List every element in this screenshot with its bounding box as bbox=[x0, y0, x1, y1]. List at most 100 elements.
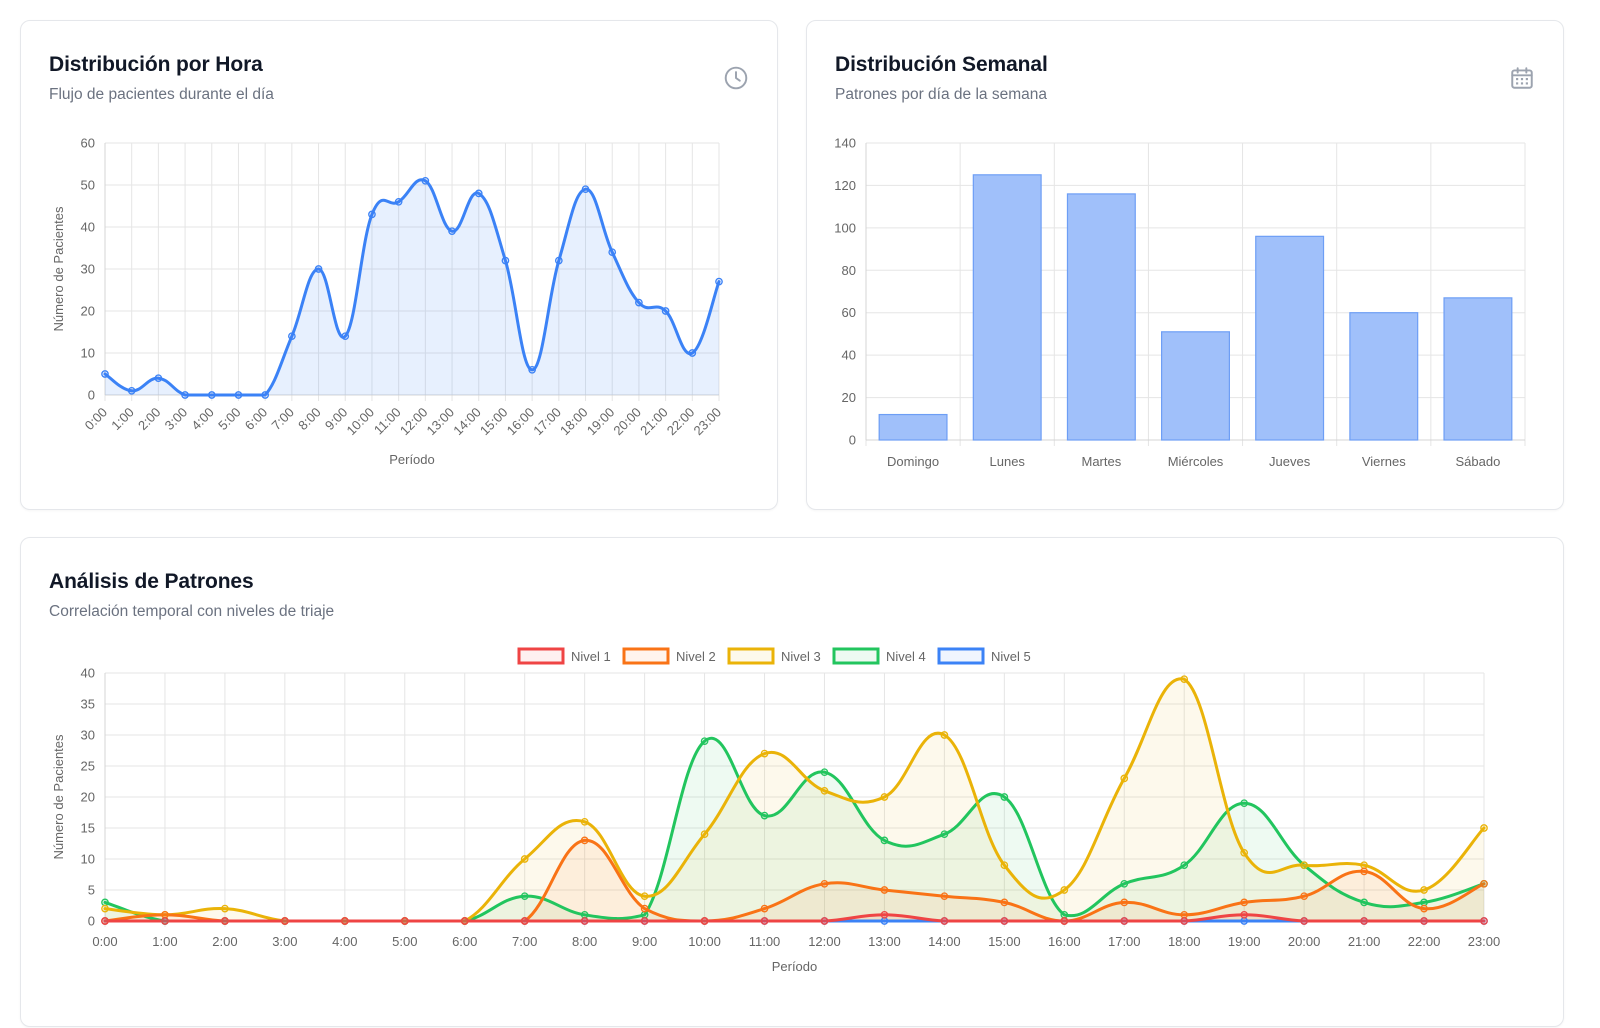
legend-item[interactable]: Nivel 2 bbox=[622, 647, 716, 665]
series-lines bbox=[103, 677, 1486, 923]
nivel-2-point bbox=[820, 879, 829, 888]
nivel-1-point bbox=[400, 917, 409, 925]
series-line bbox=[103, 178, 721, 397]
series-point bbox=[314, 265, 323, 273]
x-tick-label: 2:00 bbox=[212, 934, 237, 949]
nivel-2-point bbox=[1180, 910, 1189, 919]
series-points bbox=[101, 176, 723, 399]
x-tick-label: 7:00 bbox=[268, 405, 297, 434]
legend-item[interactable]: Nivel 1 bbox=[517, 647, 611, 665]
x-tick-label: 23:00 bbox=[691, 405, 725, 439]
hourly-line-chart[interactable]: 0 10 20 30 40 50 60 Número de Pacientes 0:001:00… bbox=[21, 21, 779, 511]
y-tick-label: 10 bbox=[81, 852, 95, 867]
x-tick-label: 1:00 bbox=[152, 934, 177, 949]
x-tick-label: 11:00 bbox=[749, 934, 781, 949]
y-axis-label: Número de Pacientes bbox=[51, 734, 66, 860]
y-tick-label: 0 bbox=[849, 433, 856, 448]
y-tick-label: 80 bbox=[842, 263, 856, 278]
legend-item[interactable]: Nivel 5 bbox=[937, 647, 1031, 665]
nivel-3-point bbox=[1240, 848, 1249, 857]
series-point bbox=[528, 365, 536, 374]
nivel-3-point bbox=[1420, 886, 1428, 894]
series-point bbox=[501, 256, 510, 265]
card-subtitle: Patrones por día de la semana bbox=[835, 86, 1047, 103]
x-tick-label: 21:00 bbox=[1348, 934, 1381, 949]
x-tick-label: 2:00 bbox=[135, 405, 164, 434]
bar-miércoles bbox=[1161, 331, 1230, 441]
legend-item[interactable]: Nivel 3 bbox=[727, 647, 821, 665]
x-tick-label: 4:00 bbox=[332, 934, 357, 949]
x-tick-label: 22:00 bbox=[664, 405, 698, 439]
nivel-1-point bbox=[940, 917, 949, 925]
nivel-3-point bbox=[1180, 675, 1189, 684]
weekly-bar-chart[interactable]: 0 20 40 60 80 100 120 140 Domingo Lunes Martes Miér… bbox=[807, 21, 1565, 511]
nivel-1-point bbox=[1480, 917, 1488, 925]
clock-icon[interactable] bbox=[723, 65, 749, 91]
nivel-2-point bbox=[640, 904, 649, 913]
series-point bbox=[394, 197, 403, 206]
nivel-1-line bbox=[103, 913, 1486, 923]
nivel-3-point bbox=[580, 817, 589, 826]
nivel-2-point bbox=[1360, 867, 1368, 876]
legend-label: Nivel 1 bbox=[571, 649, 611, 664]
y-axis-label: Número de Pacientes bbox=[51, 206, 66, 332]
bar-martes bbox=[1066, 193, 1136, 441]
x-tick-label: 16:00 bbox=[1048, 934, 1081, 949]
bar-domingo bbox=[878, 413, 948, 441]
y-tick-label: 40 bbox=[81, 220, 95, 235]
x-tick-label: 0:00 bbox=[92, 934, 117, 949]
x-tick-label: 21:00 bbox=[637, 405, 671, 439]
y-tick-label: 15 bbox=[81, 821, 95, 836]
nivel-4-point bbox=[640, 910, 649, 919]
x-tick-label: Domingo bbox=[887, 454, 939, 469]
nivel-3-point bbox=[520, 855, 529, 863]
series-area bbox=[105, 179, 719, 395]
calendar-icon[interactable] bbox=[1509, 65, 1535, 91]
y-tick-label: 35 bbox=[81, 697, 95, 712]
nivel-1-point bbox=[580, 917, 589, 925]
series-point bbox=[261, 391, 270, 399]
nivel-1-point bbox=[520, 917, 529, 925]
y-tick-label: 20 bbox=[842, 390, 856, 405]
legend-item[interactable]: Nivel 4 bbox=[832, 647, 926, 665]
bar-viernes bbox=[1349, 312, 1419, 441]
x-tick-label: 13:00 bbox=[424, 405, 458, 439]
nivel-1-point bbox=[1180, 917, 1189, 925]
nivel-2-point bbox=[580, 836, 589, 845]
nivel-5-point bbox=[880, 917, 889, 925]
series-fills bbox=[105, 179, 719, 395]
y-tick-label: 60 bbox=[842, 305, 856, 320]
series-point bbox=[101, 370, 109, 378]
nivel-2-area bbox=[105, 840, 1484, 921]
x-tick-label: 19:00 bbox=[584, 405, 618, 439]
x-tick-label: 17:00 bbox=[1108, 934, 1141, 949]
hourly-distribution-card: Distribución por Hora Flujo de pacientes… bbox=[20, 20, 778, 510]
x-tick-label: 3:00 bbox=[162, 405, 191, 434]
series-point bbox=[581, 185, 590, 194]
nivel-1-point bbox=[1420, 917, 1428, 925]
nivel-1-point bbox=[760, 917, 769, 925]
nivel-1-point bbox=[1060, 917, 1069, 925]
patterns-line-chart[interactable]: 0 5 10 15 20 25 30 35 40 Número de Pacientes 0:00 1… bbox=[21, 538, 1565, 1028]
x-tick-label: 15:00 bbox=[988, 934, 1021, 949]
x-tick-label: 23:00 bbox=[1468, 934, 1501, 949]
x-tick-label: Sábado bbox=[1456, 454, 1501, 469]
x-tick-label: Jueves bbox=[1269, 454, 1311, 469]
card-subtitle: Correlación temporal con niveles de tria… bbox=[49, 603, 335, 620]
series-point bbox=[288, 332, 296, 341]
nivel-1-point bbox=[1300, 917, 1308, 925]
nivel-1-point bbox=[1000, 917, 1009, 925]
nivel-3-point bbox=[880, 793, 889, 801]
legend-label: Nivel 3 bbox=[781, 649, 821, 664]
x-tick-label: 10:00 bbox=[688, 934, 721, 949]
y-tick-label: 100 bbox=[834, 220, 856, 235]
y-tick-label: 5 bbox=[88, 883, 95, 898]
nivel-1-point bbox=[101, 917, 109, 925]
nivel-3-point bbox=[700, 830, 709, 839]
nivel-1-point bbox=[640, 917, 649, 925]
y-tick-label: 20 bbox=[81, 304, 95, 319]
series-point bbox=[635, 298, 643, 307]
nivel-3-point bbox=[640, 892, 649, 901]
x-tick-label: 14:00 bbox=[928, 934, 961, 949]
y-tick-label: 50 bbox=[81, 178, 95, 193]
